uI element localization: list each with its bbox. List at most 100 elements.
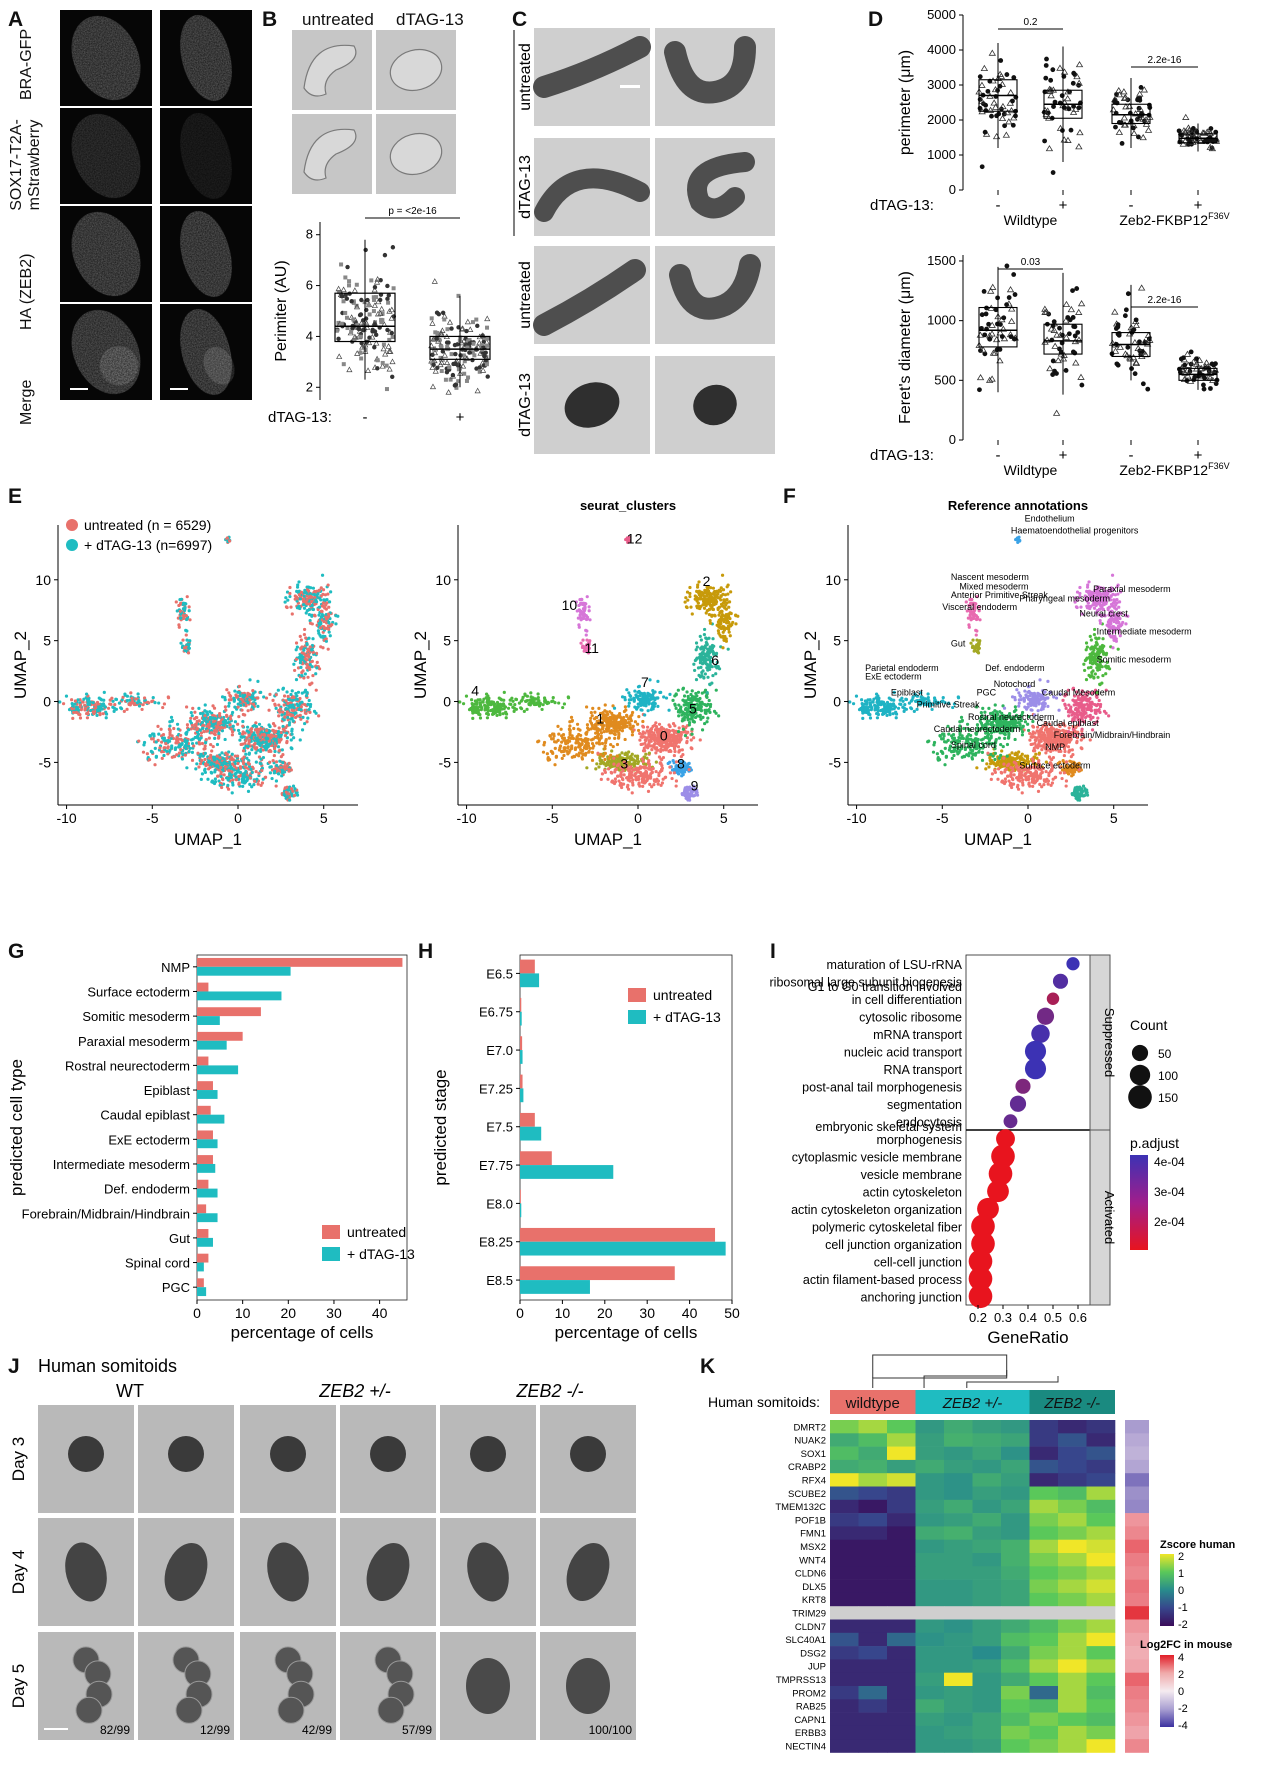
umap-cell-condition <box>251 771 254 774</box>
b-x-cat: + <box>456 409 465 426</box>
d-point <box>1078 374 1084 379</box>
umap-cell-cluster <box>678 726 681 729</box>
umap-cell-condition <box>253 698 256 701</box>
umap-cell-cluster <box>612 745 615 748</box>
umap-cell-condition <box>157 733 160 736</box>
umap-cell-cluster <box>726 592 729 595</box>
umap-cell-condition <box>201 742 204 745</box>
umap-cell-condition <box>212 723 215 726</box>
umap-cell-cluster <box>562 754 565 757</box>
b-point <box>381 346 386 351</box>
umap-cell-condition <box>305 595 308 598</box>
umap-cell-cluster <box>643 713 646 716</box>
umap-cell-condition <box>300 591 303 594</box>
umap-cell-condition <box>105 716 108 719</box>
umap-cell-condition <box>98 712 101 715</box>
umap-cell-condition <box>96 701 99 704</box>
umap-cell-condition <box>208 710 211 713</box>
umap-cell-cluster <box>668 725 671 728</box>
umap-cell-condition <box>115 698 118 701</box>
umap-cell-cluster <box>695 678 698 681</box>
umap-cell-condition <box>300 671 303 674</box>
d-y-tick-label: 5000 <box>927 7 956 22</box>
umap-cell-condition <box>280 774 283 777</box>
d-point <box>1061 74 1066 79</box>
d-point <box>1065 96 1071 101</box>
umap-cell-condition <box>238 732 241 735</box>
umap-cell-cluster <box>588 747 591 750</box>
umap-cell-cluster <box>479 716 482 719</box>
umap-cell-condition <box>273 729 276 732</box>
umap-cell-condition <box>260 784 263 787</box>
d-point <box>1079 383 1084 388</box>
a-label-ha: HA (ZEB2) <box>18 254 36 330</box>
umap-cell-condition <box>278 741 281 744</box>
umap-cell-condition <box>181 757 184 760</box>
umap-cell-condition <box>212 763 215 766</box>
umap-cell-cluster <box>707 589 710 592</box>
umap-cell-condition <box>297 708 300 711</box>
umap-cell-condition <box>302 597 305 600</box>
d-point <box>1112 99 1117 104</box>
umap-cell-condition <box>210 731 213 734</box>
umap-cell-cluster <box>695 694 698 697</box>
umap-cell-condition <box>208 736 211 739</box>
umap-cell-condition <box>170 744 173 747</box>
umap-cell-condition <box>325 617 328 620</box>
umap-cell-condition <box>311 660 314 663</box>
umap-cell-cluster <box>708 711 711 714</box>
b-point <box>343 275 347 279</box>
umap-cell-condition <box>305 611 308 614</box>
umap-cell-condition <box>267 750 270 753</box>
umap-cell-condition <box>137 740 140 743</box>
d-pvalue: 0.2 <box>1024 17 1038 28</box>
umap-cell-condition <box>227 788 230 791</box>
b-point <box>359 351 363 355</box>
umap-cell-condition <box>243 781 246 784</box>
umap-cell-condition <box>317 632 320 635</box>
d-point <box>1042 139 1047 144</box>
umap-cell-condition <box>243 694 246 697</box>
b-point <box>359 335 363 339</box>
d-pvalue: 2.2e-16 <box>1148 55 1182 66</box>
umap-cell-condition <box>225 765 228 768</box>
umap-cell-cluster <box>671 735 674 738</box>
umap-cell-cluster <box>604 703 607 706</box>
umap-cell-condition <box>224 705 227 708</box>
umap-cell-condition <box>291 709 294 712</box>
c-row-label-1: dTAG-13 <box>517 155 534 219</box>
d-point <box>1075 330 1080 335</box>
umap-cell-condition <box>231 778 234 781</box>
umap-cell-cluster <box>662 695 665 698</box>
umap-cell-condition <box>292 696 295 699</box>
d-point <box>1210 362 1215 367</box>
b-point <box>379 307 384 312</box>
umap-cell-cluster <box>690 728 693 731</box>
umap-cell-condition <box>79 705 82 708</box>
umap-cell-cluster <box>537 740 540 743</box>
umap-cell-cluster <box>578 743 581 746</box>
b-point <box>336 337 340 341</box>
d-point <box>1050 67 1055 72</box>
umap-cell-cluster <box>701 692 704 695</box>
umap-cell-condition <box>210 771 213 774</box>
umap-cell-condition <box>280 755 283 758</box>
umap-cell-condition <box>150 737 153 740</box>
umap-cell-condition <box>155 740 158 743</box>
umap-cell-condition <box>300 674 303 677</box>
umap-cell-cluster <box>592 727 595 730</box>
d-group-sup: F36V <box>1208 211 1230 221</box>
umap-cell-condition <box>73 703 76 706</box>
umap-cell-cluster <box>588 750 591 753</box>
umap-cell-condition <box>275 707 278 710</box>
umap-cell-cluster <box>591 707 594 710</box>
b-point <box>345 265 349 269</box>
umap-cell-cluster <box>685 767 688 770</box>
d-point <box>983 130 988 135</box>
d-point <box>1071 81 1076 86</box>
umap-cell-condition <box>298 697 301 700</box>
umap-cell-condition <box>268 729 271 732</box>
umap-cell-condition <box>152 734 155 737</box>
umap-cell-condition <box>296 702 299 705</box>
